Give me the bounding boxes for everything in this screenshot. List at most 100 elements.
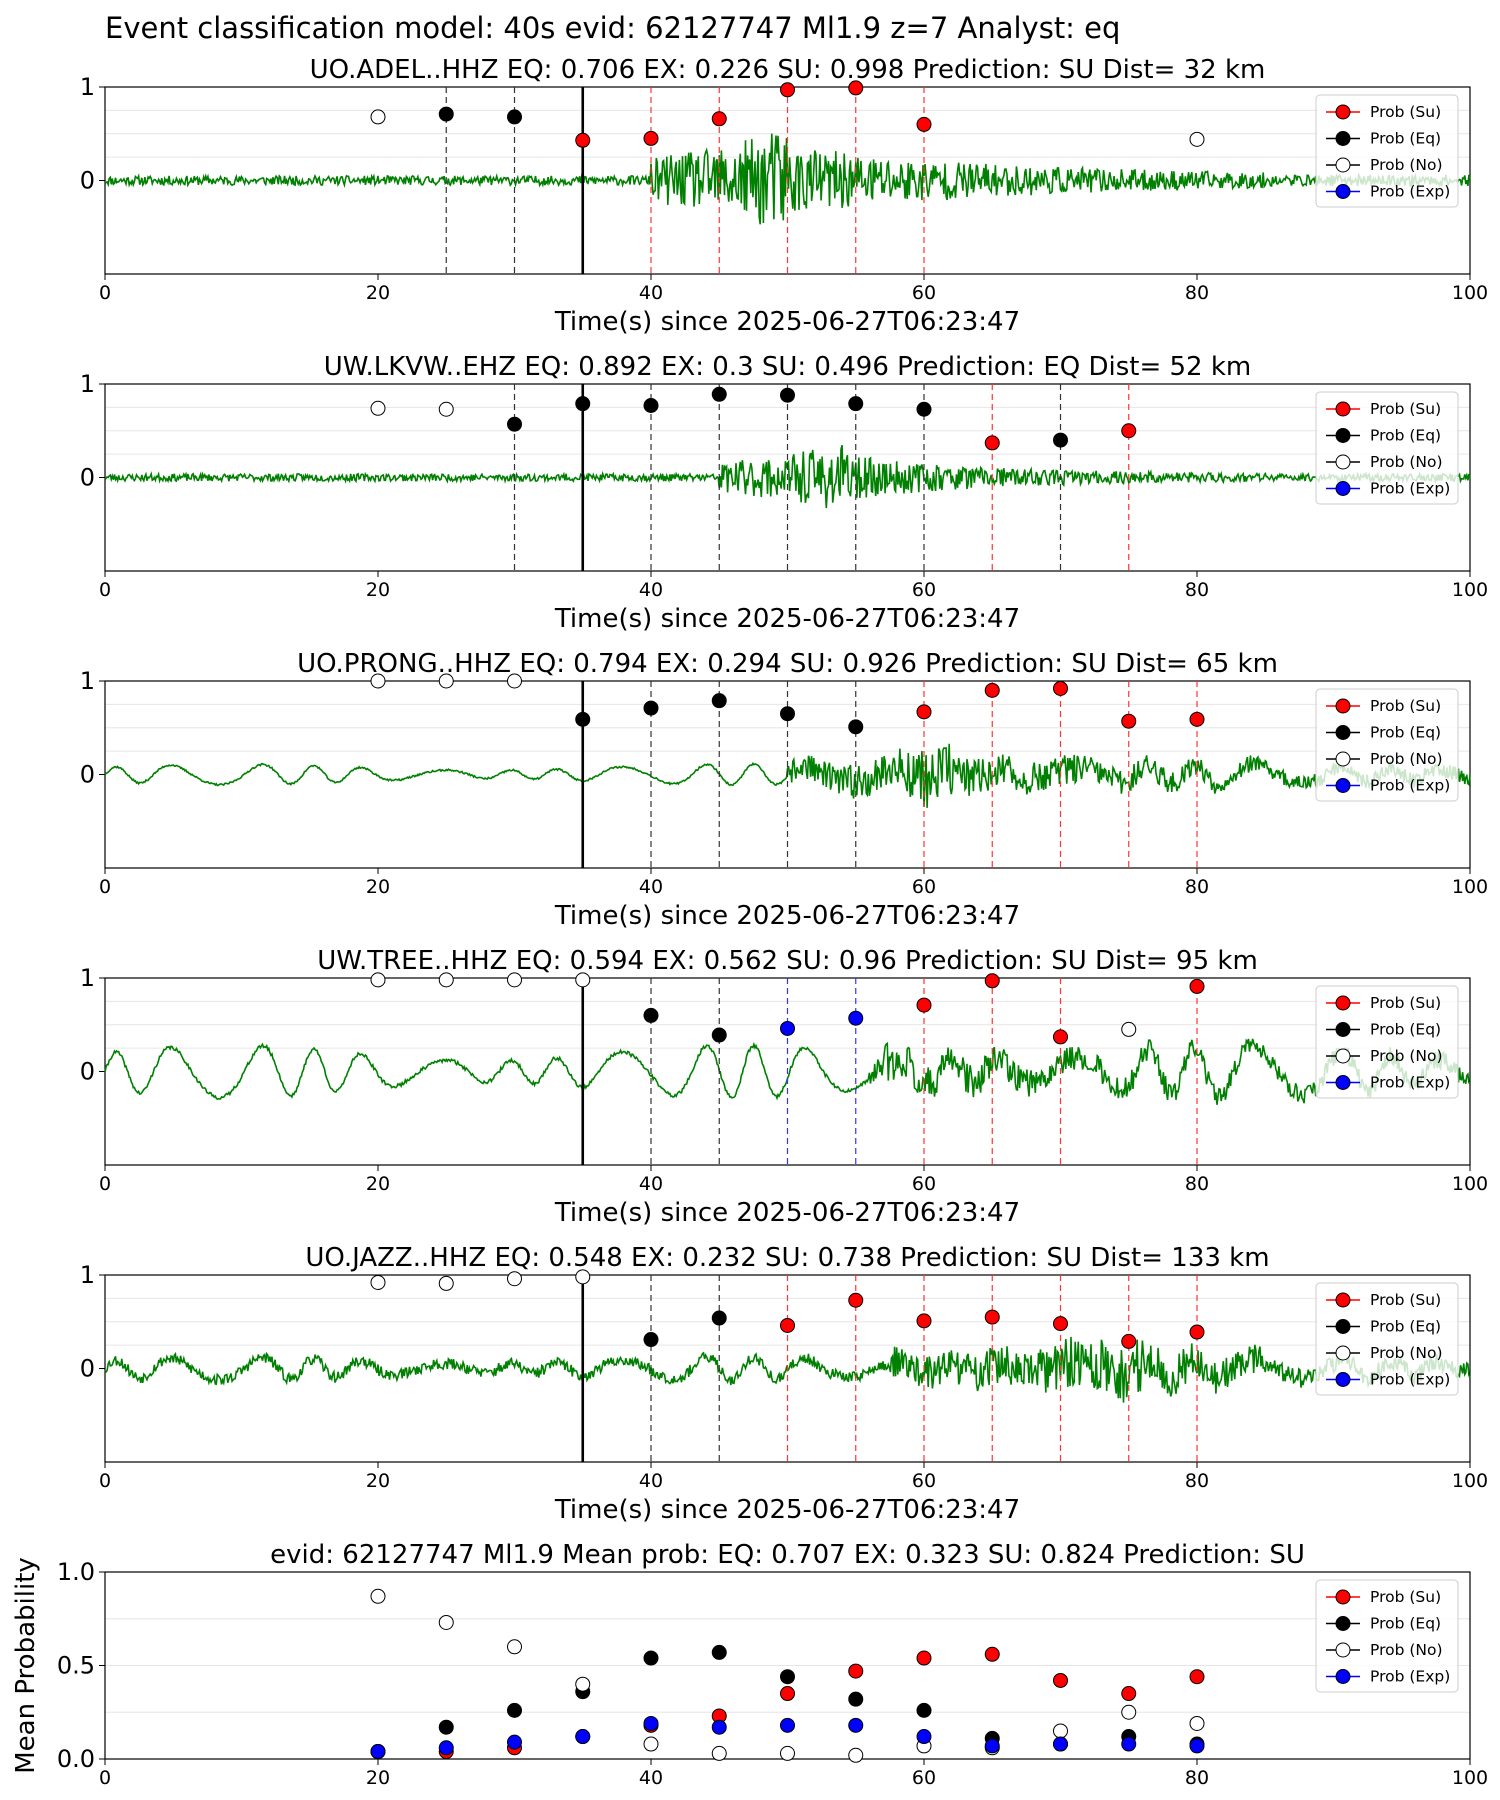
- prob-point-su: [984, 973, 1000, 989]
- y-tick-label: 1: [80, 667, 95, 695]
- legend-label-no: Prob (No): [1370, 1641, 1443, 1659]
- prob-point-no: [507, 1271, 522, 1287]
- mean-point-exp: [848, 1717, 864, 1733]
- prob-point-su: [1053, 680, 1068, 696]
- legend-label-eq: Prob (Eq): [1370, 1318, 1441, 1336]
- legend-marker-no: [1335, 157, 1351, 173]
- x-tick-label: 100: [1452, 1767, 1488, 1789]
- prob-point-eq: [643, 398, 659, 414]
- legend-box: [1315, 1282, 1459, 1396]
- y-tick-label: 0: [80, 167, 95, 195]
- prob-point-su: [1121, 713, 1137, 729]
- x-tick-label: 80: [1185, 876, 1209, 898]
- legend-label-eq: Prob (Eq): [1370, 724, 1441, 742]
- mean-point-su: [780, 1686, 795, 1702]
- prob-point-su: [848, 1292, 864, 1308]
- legend-label-exp: Prob (Exp): [1370, 777, 1450, 795]
- mean-point-su: [848, 1663, 864, 1679]
- prob-point-eq: [438, 106, 454, 122]
- mean-point-exp: [711, 1719, 727, 1735]
- legend-label-no: Prob (No): [1370, 750, 1443, 768]
- x-tick-label: 0: [99, 1470, 111, 1492]
- legend-marker-eq: [1335, 131, 1351, 146]
- prob-point-su: [575, 132, 591, 148]
- mean-point-no: [711, 1745, 727, 1761]
- legend-label-su: Prob (Su): [1370, 400, 1441, 418]
- prob-point-eq: [575, 711, 591, 727]
- station-panel-1: UO.ADEL..HHZ EQ: 0.706 EX: 0.226 SU: 0.9…: [80, 55, 1488, 337]
- x-tick-label: 80: [1185, 1173, 1209, 1195]
- prob-point-eq: [916, 401, 932, 417]
- mean-point-no: [575, 1676, 591, 1692]
- station-panel-2: UW.LKVW..EHZ EQ: 0.892 EX: 0.3 SU: 0.496…: [80, 352, 1488, 634]
- mean-point-eq: [438, 1719, 454, 1735]
- x-tick-label: 60: [912, 1767, 936, 1789]
- x-tick-label: 20: [366, 579, 390, 601]
- mean-point-no: [507, 1639, 522, 1655]
- prob-point-su: [848, 80, 864, 96]
- x-tick-label: 60: [912, 1173, 936, 1195]
- prob-point-no: [1189, 131, 1205, 147]
- prob-point-no: [438, 1275, 454, 1291]
- x-tick-label: 20: [366, 1767, 390, 1789]
- mean-point-su: [1121, 1686, 1137, 1702]
- prob-point-su: [1053, 1316, 1068, 1332]
- x-tick-label: 20: [366, 1173, 390, 1195]
- prob-point-su: [1189, 978, 1205, 994]
- prob-point-no: [370, 673, 386, 689]
- prob-point-eq: [848, 396, 864, 412]
- prob-point-su: [1189, 711, 1205, 727]
- mean-point-eq: [507, 1702, 522, 1718]
- mean-point-eq: [643, 1650, 659, 1666]
- legend-label-eq: Prob (Eq): [1370, 1021, 1441, 1039]
- mean-point-su: [984, 1646, 1000, 1662]
- prob-point-eq: [848, 719, 864, 735]
- y-tick-label: 1: [80, 370, 95, 398]
- x-tick-label: 0: [99, 282, 111, 304]
- mean-point-su: [1053, 1672, 1068, 1688]
- mean-point-su: [916, 1650, 932, 1666]
- prob-point-eq: [575, 396, 591, 412]
- x-tick-label: 40: [639, 1470, 663, 1492]
- legend-marker-su: [1335, 1292, 1351, 1308]
- station-panel-5: UO.JAZZ..HHZ EQ: 0.548 EX: 0.232 SU: 0.7…: [80, 1243, 1488, 1525]
- legend-marker-eq: [1335, 1616, 1351, 1631]
- y-tick-label: 1: [80, 73, 95, 101]
- prob-point-no: [1121, 1021, 1137, 1037]
- prob-point-no: [438, 401, 454, 417]
- prob-point-eq: [780, 706, 795, 722]
- mean-point-eq: [916, 1702, 932, 1718]
- prob-point-eq: [643, 1332, 659, 1348]
- x-axis-label: Time(s) since 2025-06-27T06:23:47: [554, 901, 1020, 931]
- legend-marker-exp: [1335, 778, 1351, 793]
- prob-point-no: [438, 673, 454, 689]
- mean-point-no: [1189, 1715, 1205, 1731]
- legend-label-exp: Prob (Exp): [1370, 1074, 1450, 1092]
- prob-point-exp: [848, 1010, 864, 1026]
- legend-label-eq: Prob (Eq): [1370, 1615, 1441, 1633]
- legend-box: [1315, 1579, 1459, 1693]
- prob-point-su: [1121, 423, 1137, 439]
- prob-point-su: [916, 116, 932, 132]
- x-tick-label: 100: [1452, 1470, 1488, 1492]
- mean-point-no: [1053, 1723, 1068, 1739]
- y-tick-label: 1: [80, 964, 95, 992]
- y-tick-label: 1: [80, 1261, 95, 1289]
- legend-marker-su: [1335, 698, 1351, 714]
- station-panel-3: UO.PRONG..HHZ EQ: 0.794 EX: 0.294 SU: 0.…: [80, 649, 1488, 931]
- legend-marker-eq: [1335, 1022, 1351, 1037]
- mean-point-no: [848, 1747, 864, 1763]
- x-tick-label: 100: [1452, 282, 1488, 304]
- prob-point-no: [507, 972, 522, 988]
- legend-label-no: Prob (No): [1370, 1047, 1443, 1065]
- mean-point-exp: [984, 1738, 1000, 1754]
- legend-marker-eq: [1335, 428, 1351, 443]
- x-tick-label: 60: [912, 1470, 936, 1492]
- prob-point-no: [438, 972, 454, 988]
- legend-label-su: Prob (Su): [1370, 697, 1441, 715]
- legend-label-no: Prob (No): [1370, 156, 1443, 174]
- legend-box: [1315, 94, 1459, 208]
- prob-point-su: [916, 997, 932, 1013]
- figure-title: Event classification model: 40s evid: 62…: [105, 11, 1120, 45]
- mean-point-exp: [1121, 1736, 1137, 1752]
